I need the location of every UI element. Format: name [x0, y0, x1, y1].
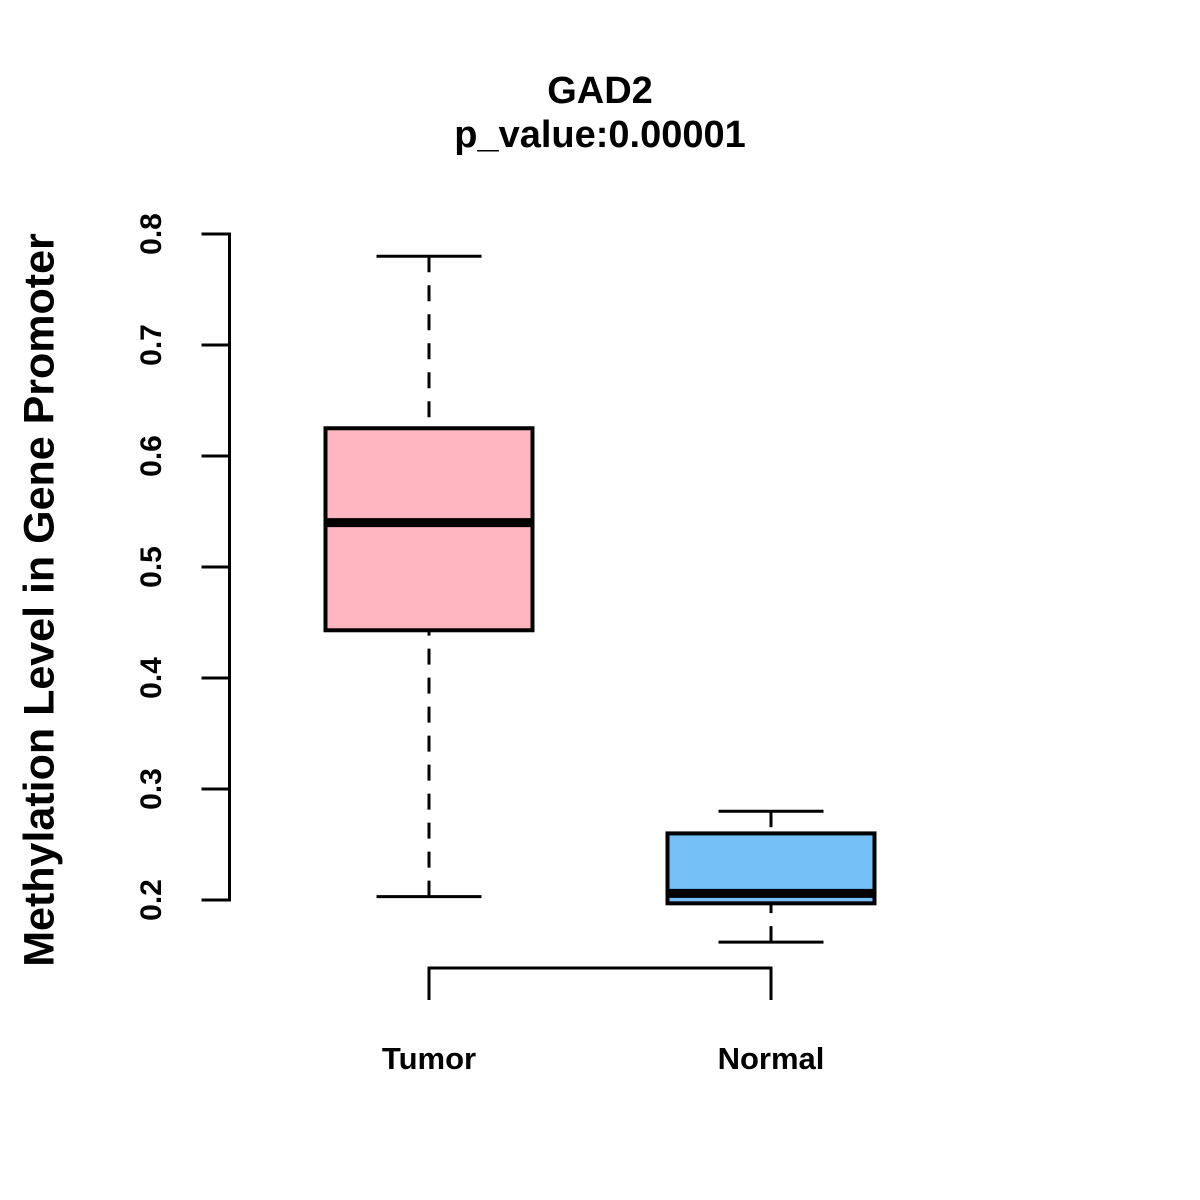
y-tick-label: 0.6 [135, 435, 168, 477]
group-label-normal: Normal [717, 1041, 825, 1076]
y-tick-label: 0.2 [135, 879, 168, 921]
y-tick-label: 0.3 [135, 768, 168, 810]
y-tick-label: 0.5 [135, 546, 168, 588]
y-tick-label: 0.8 [135, 213, 168, 255]
y-tick-label: 0.7 [135, 324, 168, 366]
chart-subtitle-pvalue: p_value:0.00001 [454, 114, 746, 156]
y-axis-title: Methylation Level in Gene Promoter [15, 233, 64, 967]
group-label-tumor: Tumor [381, 1041, 477, 1076]
y-tick-label: 0.4 [135, 657, 168, 699]
chart-title: GAD2 [547, 70, 653, 112]
comparison-bracket [427, 966, 773, 1000]
tumor-iqr-box [323, 426, 535, 633]
